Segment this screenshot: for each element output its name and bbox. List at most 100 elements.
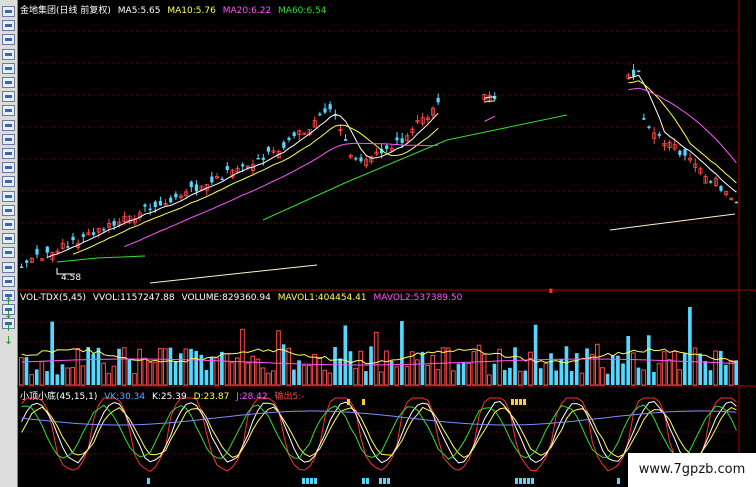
indicator-panel: [21, 397, 737, 484]
chart-icon[interactable]: [2, 91, 15, 103]
j-line: [21, 397, 737, 473]
volume-bar: [333, 347, 337, 385]
volume-bar: [523, 370, 528, 385]
candle-body: [318, 113, 322, 116]
chart-icon[interactable]: [2, 318, 15, 330]
volume-bar: [466, 362, 472, 386]
signal-marker: [523, 478, 526, 484]
volume-bar: [621, 363, 625, 385]
candle-body: [40, 258, 45, 261]
vk-label: VK:30.34: [104, 392, 146, 402]
candle-body: [60, 242, 65, 249]
chart-icon[interactable]: [2, 48, 15, 60]
volume-bar: [137, 348, 142, 386]
chart-icon[interactable]: [2, 133, 15, 145]
chart-icon[interactable]: [2, 261, 15, 273]
signal-marker: [523, 399, 526, 405]
candle-body: [482, 93, 487, 101]
chart-icon[interactable]: [2, 304, 15, 316]
candle-body: [410, 128, 415, 134]
chart-icon[interactable]: [2, 34, 15, 46]
volume-bar: [55, 374, 60, 385]
arrow-down-icon[interactable]: ↓: [3, 334, 14, 347]
volume-bar: [409, 351, 415, 386]
candle-body: [148, 208, 152, 211]
candle-body: [343, 139, 348, 141]
chart-icon[interactable]: [2, 119, 15, 131]
candle-body: [117, 221, 122, 226]
chart-icon[interactable]: [2, 77, 15, 88]
candle-body: [71, 236, 75, 241]
volume-bar: [317, 356, 322, 386]
volume-bar: [502, 370, 507, 385]
volume-bar: [271, 370, 276, 386]
volume-bar: [543, 362, 549, 386]
signal-marker: [387, 478, 390, 484]
candle-body: [323, 108, 327, 113]
volume-bar: [75, 348, 81, 386]
low-marker: [56, 268, 75, 275]
volume-bar: [569, 371, 574, 385]
axis-marker: ∎: [548, 286, 554, 296]
volume-bar: [513, 347, 517, 385]
chart-icon[interactable]: [2, 290, 15, 301]
price-panel: ∎: [19, 64, 739, 296]
volume-label: VOLUME:829360.94: [181, 293, 271, 303]
arrow-up-icon[interactable]: ↑: [3, 321, 14, 334]
candle-body: [405, 135, 410, 142]
candle-body: [178, 195, 183, 198]
volume-bar: [585, 348, 589, 385]
candle-body: [688, 157, 693, 161]
candle-body: [642, 118, 646, 120]
candle-body: [91, 232, 96, 235]
candle-body: [703, 176, 708, 184]
mavol1-line: [21, 347, 737, 365]
volume-bar: [389, 360, 394, 385]
chart-icon[interactable]: [2, 162, 15, 174]
chart-icon[interactable]: [2, 204, 15, 216]
volume-bar: [420, 351, 425, 385]
chart-icon[interactable]: [2, 219, 15, 230]
ma20-label: MA20:6.22: [222, 6, 272, 16]
volume-bar: [698, 353, 702, 385]
ma60-label: MA60:6.54: [278, 6, 327, 16]
volume-bar: [400, 321, 404, 385]
volume-bar: [39, 361, 45, 386]
volume-bar: [734, 360, 738, 385]
candle-body: [189, 181, 193, 188]
volume-bar: [260, 367, 266, 386]
volume-bar: [45, 370, 49, 385]
volume-bar: [70, 367, 76, 386]
volume-bar: [656, 363, 662, 386]
volume-bar: [127, 359, 132, 385]
signal-marker: [302, 478, 305, 484]
chart-icon[interactable]: [2, 233, 15, 245]
volume-bar: [29, 374, 34, 386]
chart-icon[interactable]: [2, 6, 15, 17]
chart-icon[interactable]: [2, 105, 15, 117]
candle-body: [210, 176, 214, 183]
candle-body: [158, 200, 163, 206]
volume-bar: [517, 370, 523, 386]
volume-bar: [276, 330, 281, 386]
volume-panel: [19, 307, 738, 386]
volume-bar: [132, 372, 137, 386]
signal-marker: [362, 399, 365, 405]
volume-bar: [281, 344, 286, 385]
chart-icon[interactable]: [2, 176, 15, 188]
volume-bar: [178, 353, 183, 385]
volume-bar: [292, 369, 296, 385]
chart-icon[interactable]: [2, 247, 15, 259]
kdj-title: 小顶小底(45,15,1): [20, 392, 98, 402]
chart-icon[interactable]: [2, 20, 15, 32]
candle-body: [425, 117, 430, 121]
stock-chart: ∎: [17, 0, 756, 487]
k-label: K:25.39: [151, 392, 187, 402]
chart-icon[interactable]: [2, 275, 15, 287]
chart-icon[interactable]: [2, 148, 15, 159]
chart-icon[interactable]: [2, 62, 15, 74]
ma5-line: [47, 112, 439, 258]
arrow-up-icon[interactable]: ↑: [3, 295, 14, 308]
chart-icon[interactable]: [2, 190, 15, 202]
arrow-down-icon[interactable]: ↓: [3, 308, 14, 321]
